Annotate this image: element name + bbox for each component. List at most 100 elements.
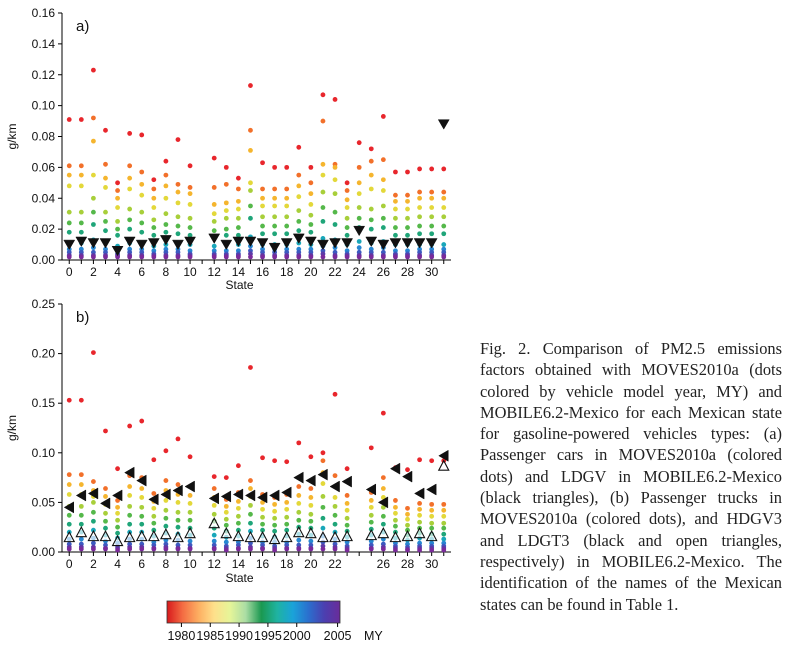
ldgv-triangle — [389, 238, 402, 249]
model-year-dot — [127, 226, 133, 232]
ldgv-triangle — [292, 233, 305, 244]
model-year-dot — [91, 172, 96, 178]
model-year-dot — [272, 164, 278, 170]
model-year-dot — [211, 243, 217, 249]
model-year-dot — [78, 220, 84, 226]
model-year-dot — [175, 254, 181, 260]
model-year-dot — [91, 209, 96, 215]
hdgv3-triangle — [208, 492, 219, 505]
y-axis-label: g/km — [5, 123, 19, 149]
ldgt3-open-triangle — [159, 527, 172, 540]
model-year-dot — [139, 504, 145, 510]
model-year-dot — [175, 546, 181, 552]
model-year-dot — [127, 493, 133, 498]
model-year-dot — [368, 546, 374, 552]
model-year-dot — [380, 114, 386, 119]
model-year-dot — [66, 492, 72, 497]
model-year-dot — [211, 219, 217, 224]
model-year-dot — [91, 115, 96, 121]
model-year-dot — [211, 486, 217, 491]
model-year-dot — [272, 528, 278, 534]
hdgv3-triangle — [329, 480, 340, 493]
model-year-dot — [332, 97, 338, 102]
y-tick-label: 0.14 — [32, 37, 56, 51]
ldgv-triangle — [401, 238, 414, 249]
model-year-dot — [211, 511, 217, 517]
model-year-dot — [248, 520, 253, 526]
model-year-dot — [187, 215, 193, 221]
model-year-dot — [405, 169, 410, 175]
model-year-dot — [163, 222, 169, 227]
model-year-dot — [211, 474, 217, 480]
model-year-dot — [405, 254, 410, 260]
model-year-dot — [260, 214, 265, 220]
model-year-dot — [163, 229, 169, 235]
model-year-dot — [66, 229, 72, 235]
model-year-dot — [417, 205, 422, 210]
model-year-dot — [66, 220, 72, 226]
model-year-dot — [284, 521, 290, 527]
y-tick-label: 0.04 — [32, 191, 56, 205]
model-year-dot — [223, 164, 229, 170]
model-year-dot — [66, 209, 72, 215]
model-year-dot — [272, 501, 278, 507]
ldgt3-open-triangle — [123, 530, 136, 543]
model-year-dot — [139, 192, 145, 198]
ldgv-triangle — [172, 239, 184, 251]
model-year-dot — [296, 509, 302, 515]
y-tick-label: 0.00 — [32, 545, 56, 559]
model-year-dot — [332, 209, 338, 215]
model-year-dot — [380, 475, 386, 480]
y-tick-label: 0.06 — [32, 160, 56, 174]
colorbar-tick-label: 1980 — [168, 629, 196, 643]
model-year-dot — [248, 127, 253, 133]
model-year-dot — [417, 519, 422, 525]
model-year-dot — [211, 532, 217, 538]
model-year-dot — [272, 223, 278, 229]
model-year-dot — [320, 235, 326, 241]
ldgt3-open-triangle — [63, 530, 76, 543]
model-year-dot — [151, 491, 157, 496]
ldgv-triangle — [268, 242, 281, 254]
model-year-dot — [284, 514, 290, 520]
model-year-dot — [139, 220, 145, 226]
model-year-dot — [380, 215, 386, 221]
model-year-dot — [151, 232, 157, 238]
model-year-dot — [332, 473, 338, 479]
model-year-dot — [78, 254, 84, 260]
model-year-dot — [308, 254, 314, 260]
model-year-dot — [429, 231, 435, 237]
model-year-dot — [175, 482, 181, 487]
x-tick-label: 0 — [66, 557, 73, 571]
model-year-dot — [441, 501, 447, 507]
hdgv3-triangle — [341, 475, 352, 488]
model-year-dot — [441, 223, 447, 229]
model-year-dot — [429, 254, 435, 260]
ldgv-triangle — [244, 236, 257, 247]
model-year-dot — [235, 232, 241, 238]
ldgv-triangle — [413, 238, 426, 249]
model-year-dot — [332, 495, 338, 500]
hdgv3-triangle — [99, 497, 111, 510]
model-year-dot — [66, 183, 72, 189]
model-year-dot — [344, 232, 350, 238]
model-year-dot — [284, 203, 290, 209]
model-year-dot — [235, 175, 241, 181]
hdgv3-triangle — [269, 489, 280, 502]
model-year-dot — [405, 516, 410, 522]
model-year-dot — [235, 198, 241, 204]
model-year-dot — [248, 254, 253, 260]
model-year-dot — [296, 546, 302, 552]
model-year-dot — [332, 521, 338, 527]
model-year-dot — [441, 513, 447, 519]
colorbar-tick-label: 2005 — [324, 629, 352, 643]
x-tick-label: 12 — [208, 557, 222, 571]
model-year-dot — [163, 498, 169, 503]
model-year-dot — [66, 163, 72, 169]
ldgt3-open-triangle — [208, 517, 221, 529]
model-year-dot — [115, 219, 120, 224]
model-year-dot — [66, 482, 72, 487]
model-year-dot — [405, 547, 410, 553]
hdgv3-triangle — [257, 491, 268, 504]
model-year-dot — [441, 507, 447, 513]
